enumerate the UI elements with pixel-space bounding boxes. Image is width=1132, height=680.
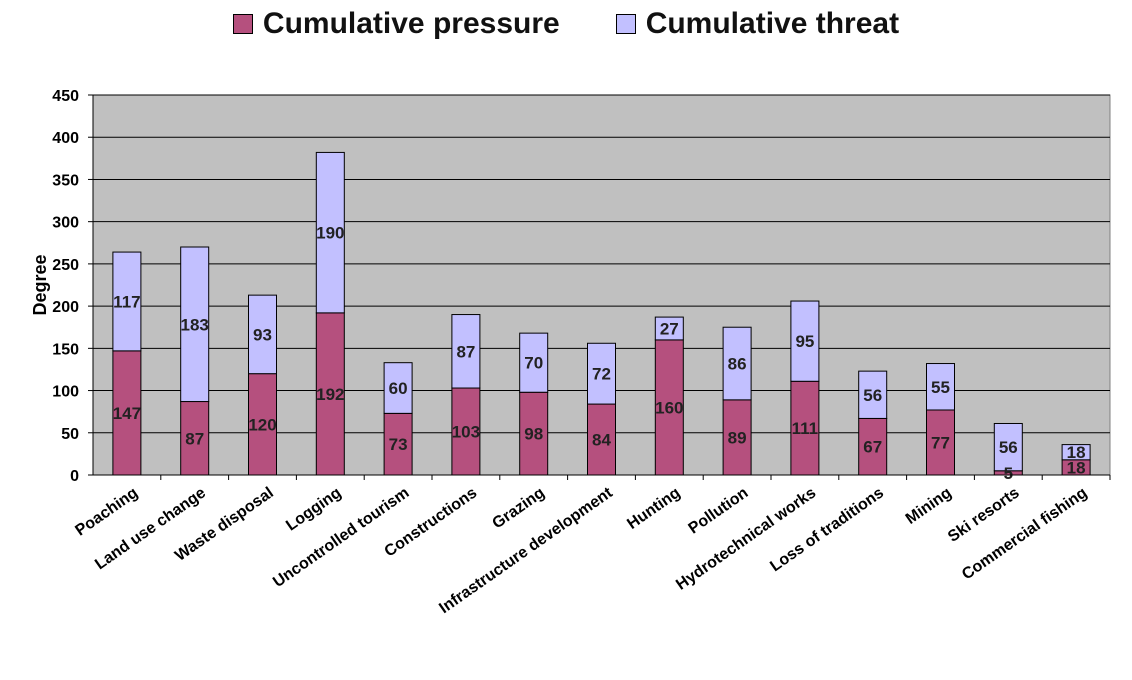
data-label-pressure: 18 xyxy=(1067,458,1086,477)
x-tick-label: Hunting xyxy=(624,484,683,533)
data-label-pressure: 77 xyxy=(931,433,950,452)
y-tick-label: 350 xyxy=(52,172,79,189)
data-label-pressure: 111 xyxy=(792,419,819,438)
x-tick-label: Logging xyxy=(283,484,344,534)
x-tick-label: Grazing xyxy=(489,484,548,532)
x-tick-label: Commercial fishing xyxy=(959,484,1090,583)
data-label-threat: 18 xyxy=(1067,443,1086,462)
y-tick-label: 200 xyxy=(52,299,79,316)
bar-threat xyxy=(248,294,277,375)
data-label-threat: 27 xyxy=(660,319,679,338)
bar-threat xyxy=(112,251,142,352)
bar-threat xyxy=(993,422,1023,472)
y-tick-label: 0 xyxy=(70,468,79,485)
data-label-pressure: 87 xyxy=(185,429,204,448)
bar-threat xyxy=(858,370,888,419)
bar-pressure xyxy=(248,373,277,476)
data-label-pressure: 98 xyxy=(524,425,543,444)
data-label-pressure: 147 xyxy=(113,404,141,423)
bar-pressure xyxy=(654,339,684,476)
data-label-pressure: 89 xyxy=(728,428,747,447)
bar-threat xyxy=(790,300,820,382)
bar-pressure xyxy=(451,387,481,476)
data-label-pressure: 103 xyxy=(452,423,480,442)
data-label-pressure: 160 xyxy=(655,398,683,417)
legend-item-pressure: Cumulative pressure xyxy=(232,7,560,41)
bar-pressure xyxy=(926,409,955,476)
bar-threat xyxy=(1061,444,1091,461)
data-label-threat: 72 xyxy=(592,365,611,384)
y-tick-label: 450 xyxy=(52,88,79,105)
x-tick-label: Pollution xyxy=(686,484,752,537)
data-label-threat: 56 xyxy=(863,386,882,405)
bar-threat xyxy=(519,332,549,393)
legend-item-threat: Cumulative threat xyxy=(615,7,900,41)
bar-pressure xyxy=(790,380,820,476)
y-tick-label: 250 xyxy=(52,257,79,274)
data-label-pressure: 73 xyxy=(389,435,408,454)
bar-pressure xyxy=(587,403,616,476)
data-label-threat: 87 xyxy=(456,342,475,361)
data-label-threat: 93 xyxy=(253,325,272,344)
bar-pressure xyxy=(722,399,752,476)
data-label-threat: 190 xyxy=(316,224,344,243)
data-label-pressure: 5 xyxy=(1004,464,1013,483)
y-axis: 0 50 100 150 200 250 300 350 400 450 xyxy=(52,88,94,485)
y-tick-label: 150 xyxy=(52,341,79,358)
y-tick-label: 50 xyxy=(61,426,79,443)
x-tick-label: Loss of traditions xyxy=(767,484,887,575)
y-axis-title: Degree xyxy=(30,254,50,315)
data-label-pressure: 84 xyxy=(592,431,611,450)
bar-threat xyxy=(722,326,752,401)
data-label-threat: 183 xyxy=(181,315,209,334)
data-labels: 147 117 87 183 120 93 192 190 73 60 103 87 98 70 84 72 1… xyxy=(113,224,1086,483)
legend-label-pressure: Cumulative pressure xyxy=(262,7,560,40)
data-label-pressure: 120 xyxy=(248,415,276,434)
data-label-threat: 70 xyxy=(524,354,543,373)
x-tick-label: Land use change xyxy=(92,484,209,573)
bar-pressure xyxy=(519,391,549,476)
bar-threat xyxy=(383,362,413,414)
legend-swatch-pressure xyxy=(232,14,253,34)
data-label-pressure: 192 xyxy=(316,385,344,404)
y-tick-label: 300 xyxy=(52,215,79,232)
data-label-pressure: 67 xyxy=(863,438,882,457)
data-label-threat: 95 xyxy=(795,332,814,351)
bars xyxy=(112,151,1091,476)
data-label-threat: 55 xyxy=(931,378,950,397)
legend-swatch-threat xyxy=(615,14,636,34)
data-label-threat: 86 xyxy=(728,355,747,374)
bar-threat xyxy=(315,151,345,314)
bar-threat xyxy=(926,363,955,411)
bar-threat xyxy=(451,314,481,389)
data-label-threat: 117 xyxy=(113,292,140,311)
data-label-threat: 56 xyxy=(999,438,1018,457)
bar-threat xyxy=(180,246,210,403)
y-tick-label: 400 xyxy=(52,130,79,147)
chart-legend: Cumulative pressure Cumulative threat xyxy=(0,4,1132,44)
bar-pressure xyxy=(858,417,888,476)
bar-threat xyxy=(654,316,684,341)
legend-label-threat: Cumulative threat xyxy=(645,7,900,40)
y-tick-label: 100 xyxy=(52,384,79,401)
bar-threat xyxy=(587,342,616,405)
data-label-threat: 60 xyxy=(389,379,408,398)
x-tick-label: Mining xyxy=(903,484,955,527)
